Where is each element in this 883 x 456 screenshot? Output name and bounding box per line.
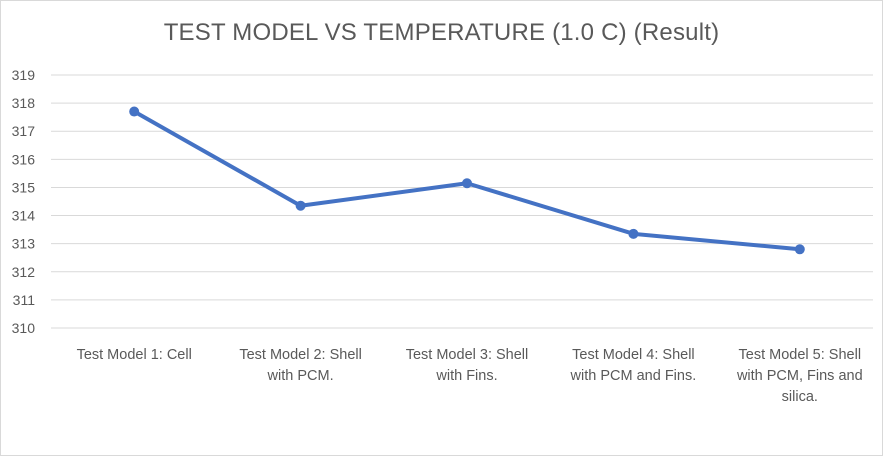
x-tick-label-line: with Fins. — [435, 368, 497, 384]
y-tick-label-315: 315 — [12, 179, 36, 195]
series-layer — [129, 106, 805, 255]
chart-title: TEST MODEL VS TEMPERATURE (1.0 C) (Resul… — [163, 19, 720, 46]
data-point-1 — [129, 106, 140, 117]
y-tick-label-316: 316 — [12, 151, 36, 167]
y-tick-label-314: 314 — [12, 208, 36, 224]
data-point-3 — [462, 178, 472, 189]
x-tick-label-line: with PCM. — [267, 368, 334, 384]
y-tick-label-312: 312 — [12, 264, 36, 280]
grid-layer — [51, 74, 873, 329]
x-tick-label-1: Test Model 1: Cell — [77, 347, 192, 363]
x-tick-label-line: Test Model 2: Shell — [239, 347, 362, 363]
x-tick-label-line: Test Model 4: Shell — [572, 347, 695, 363]
y-tick-label-318: 318 — [12, 95, 36, 111]
x-tick-label-line: Test Model 5: Shell — [739, 347, 862, 363]
x-tick-label-3: Test Model 3: Shell with Fins. — [406, 347, 529, 384]
x-tick-label-line: silica. — [782, 389, 818, 405]
data-point-2 — [295, 200, 306, 211]
x-tick-label-5: Test Model 5: Shell with PCM, Fins and sil… — [736, 347, 863, 405]
x-tick-label-line: with PCM, Fins and — [736, 368, 863, 384]
x-tick-label-4: Test Model 4: Shell with PCM and Fins. — [570, 347, 697, 384]
y-tick-label-313: 313 — [12, 236, 36, 252]
x-tick-label-line: Test Model 3: Shell — [406, 347, 529, 363]
x-tick-label-line: with PCM and Fins. — [570, 368, 697, 384]
y-tick-label-317: 317 — [12, 123, 36, 139]
data-point-5 — [794, 244, 805, 255]
x-tick-layer: Test Model 1: Cell Test Model 2: Shell wit… — [77, 347, 863, 405]
x-tick-label-2: Test Model 2: Shell with PCM. — [239, 347, 362, 384]
data-point-4 — [628, 228, 639, 239]
y-tick-label-311: 311 — [13, 292, 36, 308]
x-tick-label-line: Test Model 1: Cell — [77, 347, 192, 363]
y-tick-layer: 310 311 312 313 314 315 316 317 318 319 — [12, 67, 36, 336]
y-tick-label-310: 310 — [12, 320, 36, 336]
y-tick-label-319: 319 — [12, 67, 36, 83]
